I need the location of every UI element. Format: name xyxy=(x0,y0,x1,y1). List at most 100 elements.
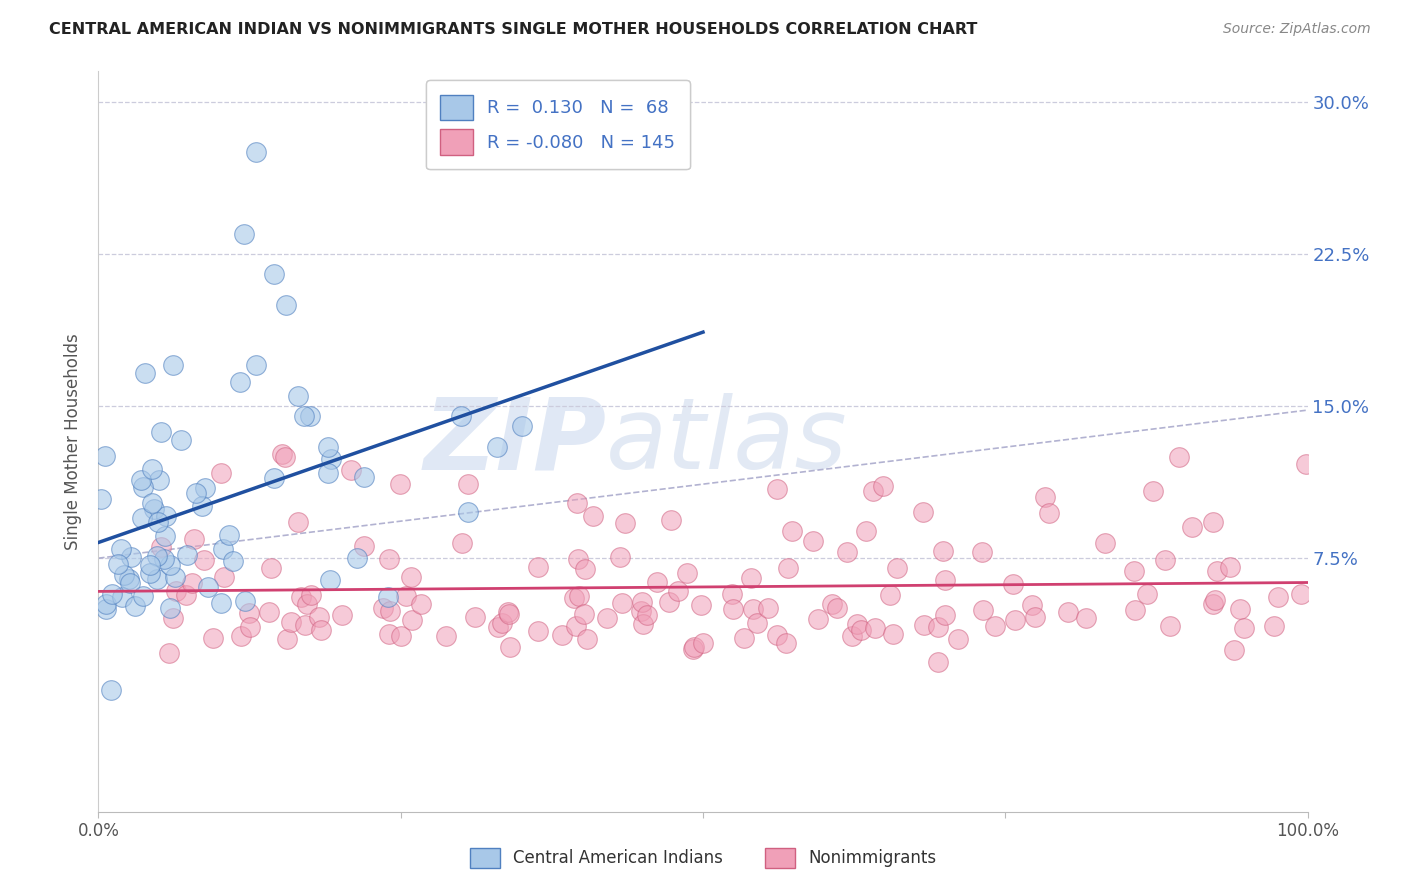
Point xyxy=(1229,601,1251,615)
Point xyxy=(409,598,432,612)
Point xyxy=(970,545,993,559)
Point xyxy=(231,629,253,643)
Point xyxy=(378,552,401,566)
Point xyxy=(1205,564,1227,578)
Point xyxy=(245,145,267,160)
Point xyxy=(94,601,117,615)
Point xyxy=(373,601,395,615)
Point xyxy=(862,484,884,499)
Point xyxy=(211,541,233,556)
Point xyxy=(658,595,681,609)
Y-axis label: Single Mother Households: Single Mother Households xyxy=(65,334,83,549)
Point xyxy=(457,505,479,519)
Point xyxy=(927,655,949,669)
Point xyxy=(212,570,235,584)
Point xyxy=(775,635,797,649)
Point xyxy=(946,632,969,646)
Point xyxy=(835,545,858,559)
Point xyxy=(94,449,117,463)
Point xyxy=(636,608,658,623)
Point xyxy=(141,496,163,510)
Point xyxy=(1125,602,1147,616)
Point xyxy=(450,409,472,424)
Point xyxy=(562,591,585,605)
Point xyxy=(218,527,240,541)
Point xyxy=(745,615,768,630)
Point xyxy=(134,367,156,381)
Point xyxy=(1263,618,1285,632)
Point xyxy=(316,466,339,480)
Point xyxy=(176,548,198,562)
Point xyxy=(1142,483,1164,498)
Point xyxy=(162,610,184,624)
Legend: Central American Indians, Nonimmigrants: Central American Indians, Nonimmigrants xyxy=(463,841,943,875)
Point xyxy=(287,389,309,403)
Point xyxy=(263,267,285,281)
Point xyxy=(740,571,762,585)
Point xyxy=(90,491,112,506)
Point xyxy=(183,532,205,546)
Point xyxy=(855,524,877,539)
Point xyxy=(378,627,401,641)
Point xyxy=(527,624,550,638)
Point xyxy=(690,598,713,612)
Point xyxy=(721,587,744,601)
Point xyxy=(299,588,322,602)
Point xyxy=(149,541,172,555)
Point xyxy=(567,496,589,510)
Point xyxy=(1136,586,1159,600)
Point xyxy=(934,607,956,622)
Point xyxy=(311,623,333,637)
Point xyxy=(353,470,375,484)
Point xyxy=(165,584,187,599)
Point xyxy=(983,619,1005,633)
Point xyxy=(100,683,122,698)
Point xyxy=(721,602,744,616)
Point xyxy=(159,601,181,615)
Point xyxy=(1295,457,1317,471)
Point xyxy=(882,627,904,641)
Point xyxy=(610,596,633,610)
Point xyxy=(319,452,342,467)
Point xyxy=(131,510,153,524)
Text: CENTRAL AMERICAN INDIAN VS NONIMMIGRANTS SINGLE MOTHER HOUSEHOLDS CORRELATION CH: CENTRAL AMERICAN INDIAN VS NONIMMIGRANTS… xyxy=(49,22,977,37)
Point xyxy=(155,529,177,543)
Point xyxy=(169,433,191,447)
Point xyxy=(152,551,174,566)
Point xyxy=(389,477,412,491)
Point xyxy=(145,549,167,564)
Point xyxy=(139,558,162,572)
Point xyxy=(232,227,254,241)
Point xyxy=(270,446,292,460)
Point xyxy=(1223,642,1246,657)
Point xyxy=(1038,506,1060,520)
Point xyxy=(879,589,901,603)
Point xyxy=(263,471,285,485)
Point xyxy=(1167,450,1189,464)
Point xyxy=(1021,598,1043,612)
Point xyxy=(395,589,418,603)
Point xyxy=(112,567,135,582)
Point xyxy=(1233,621,1256,635)
Point xyxy=(1202,597,1225,611)
Point xyxy=(148,473,170,487)
Point xyxy=(233,594,256,608)
Point xyxy=(912,504,935,518)
Point xyxy=(380,604,402,618)
Point xyxy=(496,605,519,619)
Point xyxy=(972,603,994,617)
Point xyxy=(872,479,894,493)
Text: ZIP: ZIP xyxy=(423,393,606,490)
Point xyxy=(124,599,146,613)
Point xyxy=(197,580,219,594)
Point xyxy=(596,611,619,625)
Point xyxy=(631,616,654,631)
Point xyxy=(733,632,755,646)
Point xyxy=(346,551,368,566)
Point xyxy=(110,541,132,556)
Point xyxy=(193,552,215,566)
Point xyxy=(551,628,574,642)
Point xyxy=(1204,592,1226,607)
Point xyxy=(886,560,908,574)
Point xyxy=(340,462,363,476)
